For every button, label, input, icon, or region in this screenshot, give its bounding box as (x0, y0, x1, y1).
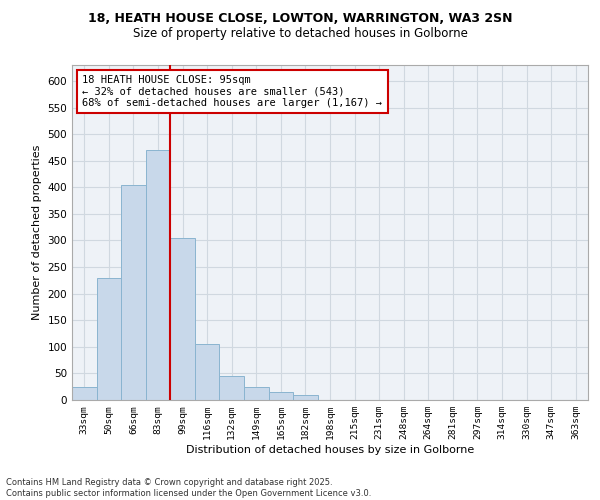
Bar (121, 184, 146, 400)
Bar (146, 150, 170, 400)
Text: Size of property relative to detached houses in Golborne: Size of property relative to detached ho… (133, 28, 467, 40)
Bar (269, 392, 293, 400)
Text: 18 HEATH HOUSE CLOSE: 95sqm
← 32% of detached houses are smaller (543)
68% of se: 18 HEATH HOUSE CLOSE: 95sqm ← 32% of det… (82, 75, 382, 108)
Y-axis label: Number of detached properties: Number of detached properties (32, 145, 42, 320)
X-axis label: Distribution of detached houses by size in Golborne: Distribution of detached houses by size … (186, 445, 474, 455)
Bar (220, 376, 244, 400)
Bar (293, 394, 318, 400)
Bar (170, 238, 195, 400)
Bar (244, 386, 269, 400)
Bar (97, 278, 121, 400)
Bar (195, 344, 220, 400)
Text: Contains HM Land Registry data © Crown copyright and database right 2025.
Contai: Contains HM Land Registry data © Crown c… (6, 478, 371, 498)
Text: 18, HEATH HOUSE CLOSE, LOWTON, WARRINGTON, WA3 2SN: 18, HEATH HOUSE CLOSE, LOWTON, WARRINGTO… (88, 12, 512, 26)
Bar (72, 386, 97, 400)
